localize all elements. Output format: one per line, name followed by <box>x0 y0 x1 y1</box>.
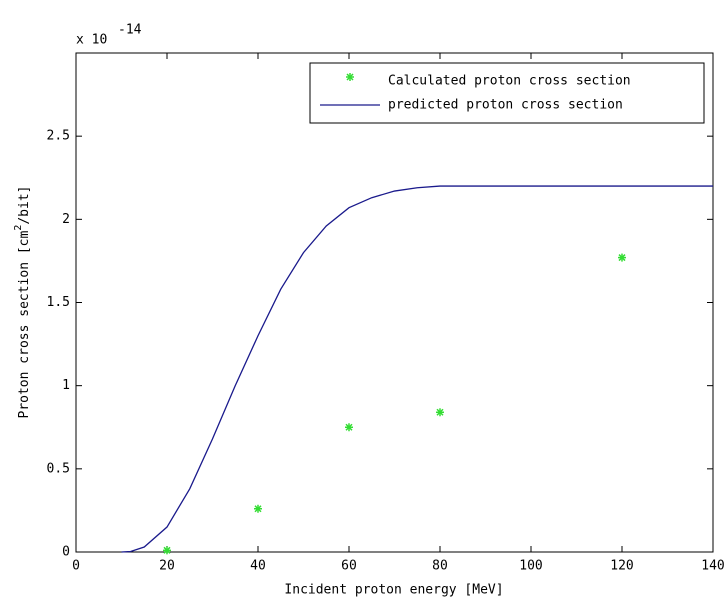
x-tick-label: 80 <box>432 559 448 574</box>
y-tick-label: 0 <box>62 545 70 560</box>
data-point <box>345 423 353 432</box>
x-axis-label: Incident proton energy [MeV] <box>284 583 503 598</box>
legend-box <box>309 62 705 124</box>
y-tick-label: 2.5 <box>47 129 70 144</box>
y-tick-label: 1.5 <box>47 295 70 310</box>
line-series <box>121 185 713 553</box>
x-tick-label: 140 <box>701 559 724 574</box>
data-point <box>618 253 626 262</box>
y-tick-label: 0.5 <box>47 461 70 476</box>
marker-stroke <box>436 408 444 416</box>
data-point <box>254 504 262 513</box>
data-point <box>436 408 444 417</box>
x-tick-label: 120 <box>610 559 633 574</box>
y-multiplier-exponent: -14 <box>118 23 142 38</box>
y-tick-label: 2 <box>62 212 70 227</box>
x-tick-label: 20 <box>159 559 175 574</box>
data-point <box>163 546 171 555</box>
y-axis-label: Proton cross section [cm2/bit] <box>13 185 32 418</box>
legend-label: predicted proton cross section <box>388 98 623 113</box>
y-label-text: /bit] <box>17 185 32 224</box>
x-tick-label: 60 <box>341 559 357 574</box>
legend-label: Calculated proton cross section <box>388 74 631 89</box>
y-label-text: Proton cross section [cm <box>17 230 32 418</box>
marker-stroke <box>618 254 626 262</box>
y-label-sup: 2 <box>13 225 24 231</box>
x-tick-label: 0 <box>72 559 80 574</box>
marker-stroke <box>163 546 171 554</box>
x-tick-label: 100 <box>519 559 542 574</box>
marker-stroke <box>346 73 354 81</box>
legend-marker <box>346 73 354 81</box>
marker-stroke <box>254 505 262 513</box>
y-tick-label: 1 <box>62 378 70 393</box>
marker-stroke <box>345 423 353 431</box>
x-tick-label: 40 <box>250 559 266 574</box>
y-multiplier: x 10 <box>76 33 107 48</box>
